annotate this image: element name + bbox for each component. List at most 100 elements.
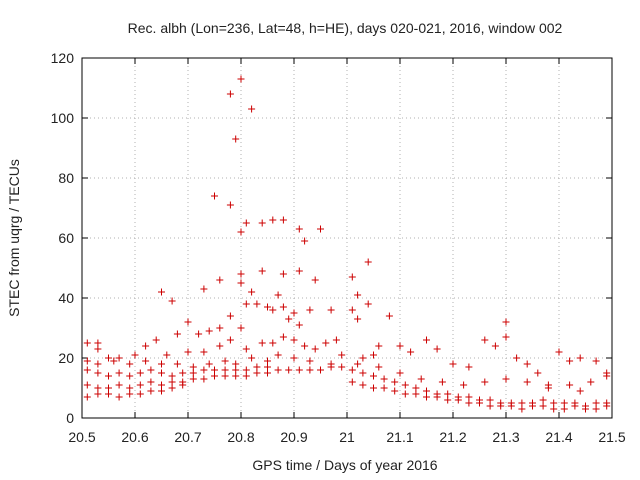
data-point	[327, 363, 335, 371]
data-point	[502, 375, 510, 383]
data-point	[200, 348, 208, 356]
data-point	[354, 315, 362, 323]
data-point	[105, 354, 112, 362]
data-point	[237, 75, 245, 83]
data-point	[147, 366, 155, 374]
data-point	[168, 378, 176, 386]
y-tick-label: 80	[58, 170, 74, 186]
data-point	[359, 354, 367, 362]
data-point	[248, 288, 256, 296]
data-point	[396, 369, 404, 377]
data-point	[338, 351, 346, 359]
data-point	[200, 285, 208, 293]
data-point	[438, 378, 446, 386]
data-point	[295, 366, 303, 374]
data-point	[110, 357, 118, 365]
data-point	[136, 369, 144, 377]
data-point	[423, 387, 430, 395]
data-point	[279, 333, 287, 341]
data-point	[317, 366, 324, 374]
data-point	[232, 372, 240, 380]
data-point	[158, 381, 165, 389]
y-tick-label: 100	[51, 110, 75, 126]
data-point	[94, 369, 102, 377]
data-point	[513, 354, 521, 362]
data-point	[147, 387, 155, 395]
data-point	[131, 351, 139, 359]
data-point	[523, 378, 531, 386]
data-point	[226, 201, 234, 209]
data-point	[126, 390, 134, 398]
data-point	[83, 357, 91, 365]
data-point	[226, 312, 234, 320]
data-point	[205, 327, 213, 335]
data-point	[237, 270, 245, 278]
data-point	[529, 402, 536, 410]
data-point	[348, 273, 356, 281]
data-point	[173, 330, 181, 338]
data-point	[237, 279, 245, 287]
data-point	[396, 342, 404, 350]
data-point	[566, 381, 574, 389]
data-point	[168, 384, 176, 392]
y-tick-label: 20	[58, 350, 74, 366]
data-point	[433, 345, 441, 353]
data-point	[566, 357, 574, 365]
data-point	[370, 372, 377, 380]
data-point	[534, 369, 542, 377]
data-point	[189, 369, 197, 377]
data-point	[221, 357, 229, 365]
data-point	[401, 390, 409, 398]
data-point	[322, 339, 330, 347]
data-point	[126, 360, 134, 368]
y-tick-label: 40	[58, 290, 74, 306]
data-point	[83, 366, 91, 374]
x-tick-label: 21.2	[439, 429, 466, 445]
data-point	[311, 345, 319, 353]
data-point	[274, 351, 282, 359]
data-point	[603, 369, 611, 377]
data-point	[502, 333, 510, 341]
data-point	[264, 369, 271, 377]
data-point	[264, 363, 271, 371]
data-point	[550, 405, 558, 413]
data-point	[290, 354, 298, 362]
data-point	[242, 366, 250, 374]
data-point	[115, 369, 123, 377]
data-point	[412, 390, 420, 398]
y-tick-label: 120	[51, 50, 75, 66]
data-point	[491, 342, 499, 350]
data-point	[348, 306, 356, 314]
data-point	[560, 399, 568, 407]
data-point	[364, 258, 372, 266]
data-point	[592, 357, 600, 365]
data-point	[348, 366, 356, 374]
data-point	[258, 219, 266, 227]
data-point	[158, 288, 165, 296]
ticks: 20.5 20.6 20.7 20.8 20.9 21 21.1 21.2 21.3 21.4 21…	[51, 50, 626, 445]
data-point	[502, 318, 510, 326]
data-point	[264, 357, 271, 365]
data-point	[518, 405, 526, 413]
data-point	[423, 336, 430, 344]
data-point	[226, 336, 234, 344]
data-point	[359, 369, 367, 377]
data-point	[242, 372, 250, 380]
data-point	[317, 225, 324, 233]
data-point	[481, 378, 489, 386]
data-point	[274, 291, 282, 299]
data-point	[370, 384, 377, 392]
data-point	[179, 381, 187, 389]
data-point	[385, 312, 393, 320]
data-point	[142, 357, 150, 365]
data-point	[147, 378, 155, 386]
data-point	[486, 396, 494, 404]
data-point	[391, 378, 399, 386]
data-point	[253, 363, 261, 371]
data-point	[115, 381, 123, 389]
x-tick-label: 21	[339, 429, 355, 445]
data-point	[94, 360, 102, 368]
data-point	[232, 135, 240, 143]
data-point	[248, 105, 256, 113]
data-points	[83, 75, 611, 413]
